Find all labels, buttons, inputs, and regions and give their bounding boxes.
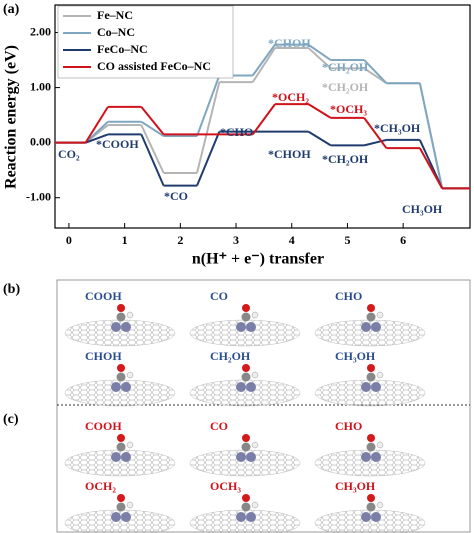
x-axis-title: n(H⁺ + e⁻) transfer — [192, 251, 324, 268]
annotation: *OCH₃ — [330, 102, 367, 116]
x-tick-label: 0 — [66, 233, 72, 247]
connector — [251, 44, 276, 77]
annotation: CO₂ — [58, 147, 80, 161]
adsorbate-structure — [189, 433, 301, 477]
species-label: OCH₂ — [85, 479, 116, 493]
species-label: CHOH — [85, 349, 122, 363]
connector — [251, 103, 276, 135]
connector — [196, 131, 221, 186]
adsorbate-structure — [64, 493, 176, 533]
x-tick-label: 5 — [344, 233, 350, 247]
annotation: *CHO — [220, 125, 253, 139]
connector — [307, 103, 332, 119]
connector — [307, 130, 332, 147]
annotation: *CO — [164, 189, 188, 203]
x-tick-label: 4 — [289, 233, 295, 247]
species-label: CHO — [335, 419, 362, 433]
annotation: *CH₂OH — [322, 152, 369, 166]
connector — [363, 117, 388, 149]
legend-label: FeCo–NC — [97, 42, 148, 56]
panel-label: (b) — [3, 282, 20, 297]
connector — [251, 47, 276, 83]
legend-label: Co–NC — [97, 25, 135, 39]
species-label: CHO — [335, 289, 362, 303]
connector — [418, 82, 444, 189]
annotation: *CH₂OH — [322, 80, 369, 94]
molecules: (b) COOH CO CHO CHOH CH₂OH CH₃OH (c) COOH CO CHO OC… — [3, 282, 426, 533]
adsorbate-structure — [189, 493, 301, 533]
legend: Fe–NC Co–NC FeCo–NC CO assisted FeCo–NC — [57, 5, 234, 79]
connector — [140, 120, 165, 137]
annotation: CH₃OH — [402, 202, 443, 216]
x-tick-label: 1 — [122, 233, 128, 247]
connector — [140, 106, 165, 136]
species-label: CH₃OH — [335, 349, 376, 363]
adsorbate-structure — [314, 493, 426, 533]
x-tick-label: 3 — [233, 233, 239, 247]
connector — [140, 124, 165, 174]
species-label: CO — [210, 289, 228, 303]
x-tick-label: 2 — [177, 233, 183, 247]
species-label: CO — [210, 419, 228, 433]
legend-label: Fe–NC — [97, 8, 133, 22]
annotation: *CHOH — [268, 147, 311, 161]
plot-frame — [54, 4, 471, 229]
connector — [418, 147, 444, 189]
species-label: CH₂OH — [210, 349, 251, 363]
connector — [307, 43, 332, 61]
connector — [84, 121, 109, 144]
species-label: OCH₃ — [210, 479, 241, 493]
adsorbate-structure — [189, 363, 301, 407]
adsorbate-structure — [64, 433, 176, 477]
legend-label: CO assisted FeCo–NC — [97, 59, 211, 73]
y-tick-label: 0.00 — [30, 134, 51, 148]
connector — [196, 75, 221, 137]
species-label: CH₃OH — [335, 479, 376, 493]
connector — [363, 138, 387, 147]
annotation: *CH₃OH — [374, 121, 421, 135]
connector — [363, 59, 388, 84]
species-label: COOH — [85, 419, 122, 433]
annotation: *OCH₂ — [272, 90, 309, 104]
species-label: COOH — [85, 289, 122, 303]
y-tick-label: 1.00 — [30, 79, 51, 93]
y-axis-title: Reaction energy (eV) — [3, 45, 20, 189]
connector — [84, 106, 109, 144]
adsorbate-structure — [64, 363, 176, 407]
adsorbate-structure — [314, 303, 426, 347]
connector — [140, 133, 165, 187]
connector — [85, 133, 109, 144]
connector — [196, 81, 221, 174]
annotation: *CH₂OH — [322, 60, 369, 74]
adsorbate-structure — [189, 303, 301, 347]
y-tick-label: -1.00 — [26, 189, 51, 203]
adsorbate-structure — [64, 303, 176, 347]
x-tick-label: 6 — [400, 233, 406, 247]
panel-label: (a) — [3, 2, 20, 17]
connector — [307, 47, 332, 70]
adsorbate-structure — [314, 363, 426, 407]
panel-label: (c) — [3, 412, 19, 427]
annotation: *CHOH — [268, 36, 311, 50]
adsorbate-structure — [314, 433, 426, 477]
y-tick-label: 2.00 — [30, 24, 51, 38]
annotation: *COOH — [96, 137, 139, 151]
